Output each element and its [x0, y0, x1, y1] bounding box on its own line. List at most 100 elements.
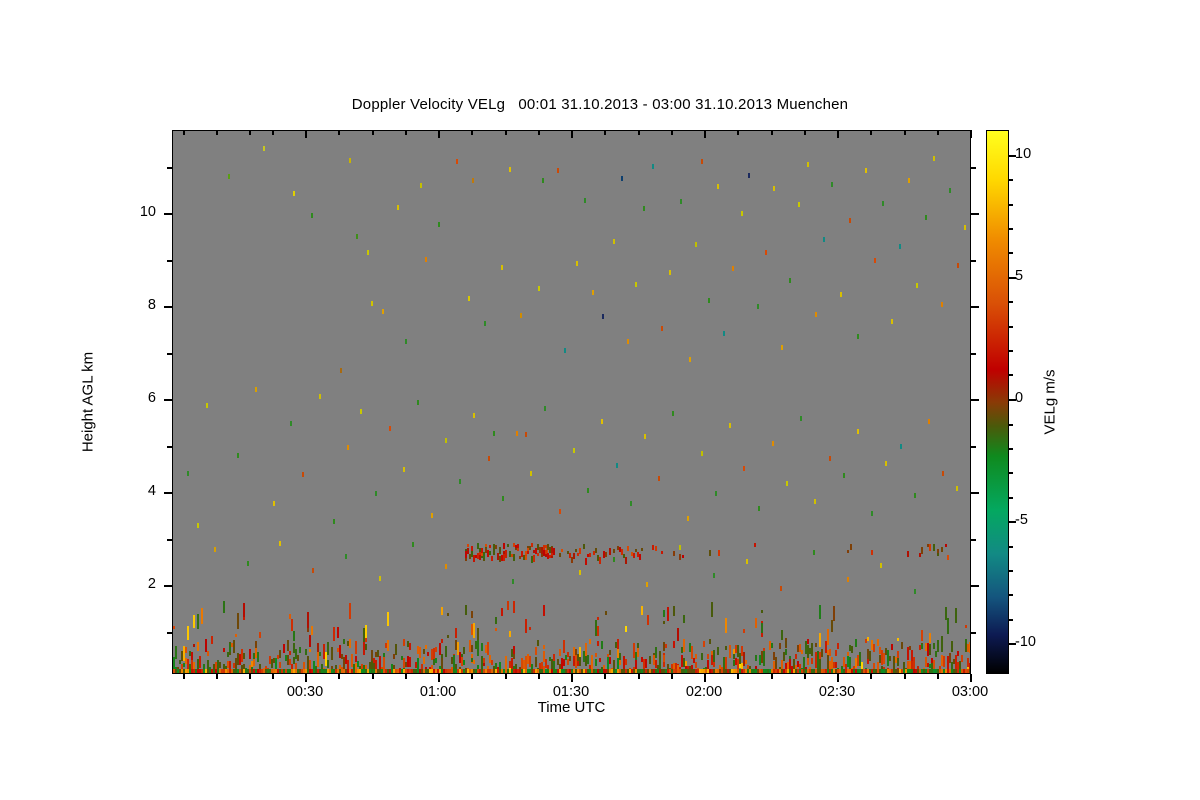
heatmap-cell — [699, 669, 701, 673]
heatmap-cell — [587, 669, 589, 673]
heatmap-cell — [275, 658, 277, 670]
heatmap-cell — [315, 669, 317, 673]
heatmap-cell — [861, 662, 863, 673]
heatmap-cell — [695, 669, 697, 673]
heatmap-cell — [759, 669, 761, 673]
heatmap-cell — [549, 547, 551, 553]
heatmap-cell — [741, 646, 743, 656]
heatmap-cell — [471, 658, 473, 662]
heatmap-cell — [708, 298, 710, 303]
heatmap-cell — [725, 669, 727, 673]
heatmap-cell — [409, 669, 411, 673]
heatmap-cell — [551, 669, 553, 673]
heatmap-cell — [589, 639, 591, 644]
heatmap-cell — [769, 641, 771, 650]
heatmap-cell — [309, 660, 311, 669]
y-tick-minor-right — [971, 353, 976, 355]
heatmap-cell — [909, 646, 911, 650]
heatmap-cell — [415, 662, 417, 668]
heatmap-cell — [499, 556, 501, 562]
heatmap-cell — [455, 669, 457, 673]
heatmap-cell — [459, 652, 461, 663]
heatmap-cell — [635, 549, 637, 552]
heatmap-cell — [593, 669, 595, 673]
heatmap-cell — [525, 432, 527, 437]
colorbar-tick-minor — [1009, 350, 1013, 352]
heatmap-cell — [263, 669, 265, 673]
heatmap-cell — [401, 669, 403, 673]
heatmap-cell — [447, 613, 449, 616]
heatmap-cell — [603, 551, 605, 558]
heatmap-cell — [261, 669, 263, 673]
y-tick-minor-right — [971, 539, 976, 541]
heatmap-cell — [259, 669, 261, 673]
heatmap-cell — [785, 663, 787, 673]
heatmap-cell — [433, 659, 435, 665]
x-tick-label: 00:30 — [286, 684, 324, 700]
x-tick-major — [438, 674, 440, 682]
heatmap-cell — [607, 669, 609, 673]
heatmap-cell — [312, 568, 314, 573]
heatmap-cell — [347, 445, 349, 450]
heatmap-cell — [403, 658, 405, 668]
heatmap-cell — [563, 640, 565, 653]
heatmap-cell — [537, 669, 539, 673]
heatmap-cell — [509, 631, 511, 637]
heatmap-cell — [229, 661, 231, 667]
heatmap-cell — [879, 647, 881, 654]
heatmap-panel[interactable] — [172, 130, 971, 674]
heatmap-cell — [573, 448, 575, 453]
heatmap-cell — [299, 647, 301, 653]
colorbar-gradient — [987, 131, 1008, 673]
heatmap-cell — [395, 669, 397, 673]
y-tick-minor — [167, 167, 172, 169]
heatmap-cell — [829, 669, 831, 673]
heatmap-cell — [289, 614, 291, 619]
x-tick-minor — [638, 674, 640, 679]
heatmap-cell — [533, 550, 535, 553]
heatmap-cell — [367, 669, 369, 673]
heatmap-cell — [569, 669, 571, 673]
y-tick-minor-right — [971, 632, 976, 634]
heatmap-cell — [523, 555, 525, 560]
heatmap-cell — [658, 476, 660, 481]
heatmap-cell — [917, 666, 919, 670]
heatmap-cell — [965, 669, 967, 673]
heatmap-cell — [857, 655, 859, 666]
heatmap-cell — [501, 265, 503, 270]
heatmap-cell — [569, 656, 571, 661]
heatmap-cell — [249, 669, 251, 673]
heatmap-cell — [479, 548, 481, 552]
heatmap-cell — [279, 650, 281, 658]
heatmap-cell — [891, 669, 893, 673]
heatmap-cell — [845, 669, 847, 673]
heatmap-cell — [908, 178, 910, 183]
heatmap-cell — [437, 669, 439, 673]
heatmap-cell — [237, 653, 239, 665]
heatmap-cell — [501, 669, 503, 673]
heatmap-cell — [417, 658, 419, 672]
heatmap-cell — [525, 556, 527, 560]
heatmap-cell — [769, 669, 771, 673]
heatmap-cell — [837, 669, 839, 673]
heatmap-cell — [715, 491, 717, 496]
heatmap-cell — [737, 669, 739, 673]
y-tick-label: 4 — [147, 483, 156, 499]
heatmap-cell — [779, 669, 781, 673]
heatmap-cell — [456, 159, 458, 164]
heatmap-cell — [285, 655, 287, 661]
colorbar[interactable] — [986, 130, 1009, 674]
heatmap-cell — [179, 669, 181, 673]
heatmap-cell — [211, 636, 213, 644]
heatmap-cell — [225, 669, 227, 673]
colorbar-tick-major — [1009, 643, 1016, 645]
heatmap-cell — [379, 576, 381, 581]
heatmap-cell — [515, 547, 517, 550]
heatmap-cell — [833, 669, 835, 673]
heatmap-cell — [947, 669, 949, 673]
heatmap-cell — [772, 441, 774, 446]
heatmap-cell — [893, 656, 895, 670]
heatmap-cell — [197, 669, 199, 673]
heatmap-cell — [531, 664, 533, 669]
